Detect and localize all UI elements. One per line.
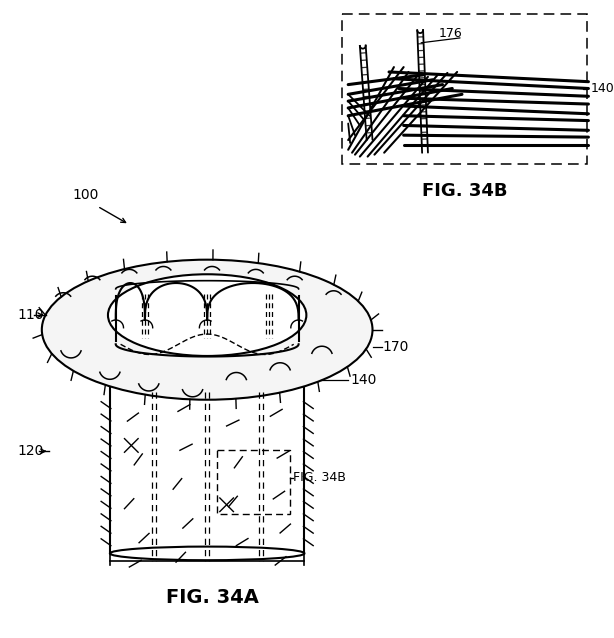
Text: 120: 120 — [18, 444, 44, 458]
Text: 170: 170 — [383, 340, 408, 354]
Text: 110: 110 — [18, 308, 44, 322]
Text: 140: 140 — [350, 373, 376, 387]
Ellipse shape — [42, 260, 373, 400]
Text: FIG. 34B: FIG. 34B — [293, 471, 346, 484]
Text: 100: 100 — [72, 188, 99, 202]
Ellipse shape — [108, 274, 306, 356]
Ellipse shape — [110, 547, 305, 560]
Text: 176: 176 — [438, 27, 462, 40]
Text: FIG. 34A: FIG. 34A — [166, 588, 258, 607]
Text: FIG. 34B: FIG. 34B — [422, 182, 508, 200]
Text: 140: 140 — [591, 82, 614, 96]
